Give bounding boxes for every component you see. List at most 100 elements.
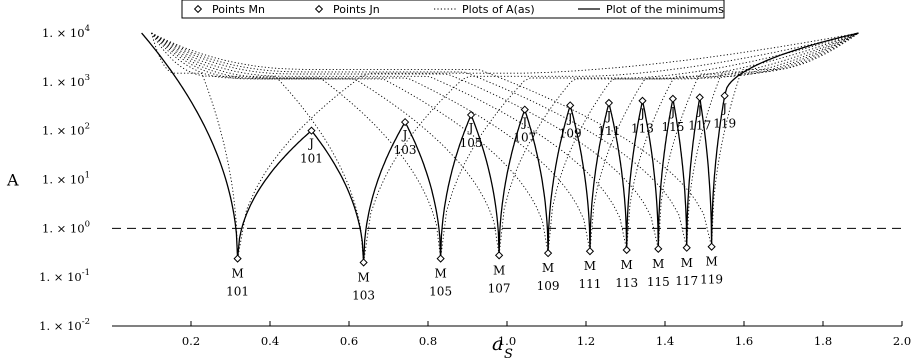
legend: Points Mn Points Jn Plots of A(as) Plot of … (181, 0, 725, 19)
x-tick-label: 1.4 (656, 334, 674, 348)
x-tick-label: 0.2 (182, 334, 200, 348)
point-m-tag: M (621, 258, 633, 272)
legend-label: Points Mn (212, 3, 265, 16)
point-j-marker (695, 93, 704, 102)
y-axis-ticks: 1. × 10-2 1. × 10-1 1. × 100 1. × 101 1. × 1… (39, 24, 90, 333)
legend-swatch (193, 4, 203, 14)
point-j-marker (566, 101, 575, 110)
point-j-tag: J (605, 109, 612, 123)
point-j-number: 117 (688, 118, 711, 132)
dotted-curve (151, 32, 859, 248)
point-j-tag: J (695, 103, 702, 117)
point-m-tag: M (681, 256, 693, 270)
point-m-tag: M (705, 255, 717, 269)
legend-item: Plot of the minimums (578, 3, 724, 16)
point-markers: M 101 M 103 M 105 M 107 M 109 M 111 M 113 M 115 M 117 M 119… (226, 91, 736, 302)
legend-label: Points Jn (333, 3, 380, 16)
point-m-tag: M (357, 270, 369, 284)
point-m-number: 109 (537, 279, 560, 293)
x-tick-label: 1.8 (814, 334, 832, 348)
point-j-marker (720, 91, 729, 100)
point-j-marker (400, 117, 410, 127)
x-axis-title-subscript: S (504, 347, 513, 362)
x-tick-label: 0.8 (419, 334, 437, 348)
point-m-marker (682, 243, 691, 252)
point-m-marker (543, 249, 553, 258)
dotted-curve (151, 32, 859, 249)
point-j-number: 109 (559, 126, 582, 140)
legend-box (181, 0, 725, 19)
point-j-marker (307, 126, 316, 135)
legend-label: Plot of the minimums (606, 3, 724, 16)
y-tick-label: 1. × 104 (42, 24, 90, 40)
point-j-tag: J (668, 105, 675, 119)
x-tick-label: 0.6 (340, 334, 358, 348)
point-j-tag: J (566, 111, 573, 125)
x-tick-label: 1.0 (498, 334, 516, 348)
point-j-marker (604, 98, 614, 108)
dotted-curve (151, 32, 859, 251)
legend-item: Plots of A(as) (434, 3, 535, 16)
point-m-marker (494, 251, 504, 260)
x-tick-label: 1.2 (577, 334, 595, 348)
dotted-curve (151, 32, 859, 254)
point-j-number: 115 (661, 120, 684, 134)
point-j-tag: J (467, 121, 474, 135)
point-m-tag: M (434, 267, 446, 281)
point-j-marker (638, 96, 647, 105)
point-m-marker (436, 254, 445, 263)
y-tick-label: 1. × 103 (42, 73, 90, 89)
point-j-tag: J (720, 102, 727, 116)
plot-area: 0.2 0.4 0.6 0.8 1.0 1.2 1.4 1.6 1.8 2.0 1. × 10-2… (39, 24, 911, 348)
minimum-curve (141, 32, 859, 263)
point-j-number: 113 (631, 122, 654, 136)
point-m-tag: M (231, 267, 243, 281)
minimum-curve-line (141, 32, 859, 263)
x-tick-label: 0.4 (261, 334, 279, 348)
y-axis-title: A (6, 171, 19, 190)
point-j-tag: J (401, 128, 408, 142)
point-j-number: 119 (713, 117, 736, 131)
point-m-tag: M (542, 261, 554, 275)
dotted-curve (151, 32, 859, 247)
point-m-marker (622, 245, 631, 255)
point-m-number: 101 (226, 285, 249, 299)
point-m-number: 111 (578, 277, 601, 291)
point-j-tag: J (520, 116, 527, 130)
point-m-number: 119 (700, 273, 723, 287)
x-tick-label: 1.6 (735, 334, 753, 348)
point-m-number: 115 (647, 275, 670, 289)
point-m-number: 113 (615, 276, 638, 290)
legend-label: Plots of A(as) (462, 3, 535, 16)
point-m-marker (585, 247, 595, 256)
point-j-number: 101 (300, 152, 323, 166)
point-j-number: 103 (394, 143, 417, 157)
x-axis-title: a S (492, 333, 513, 362)
legend-item: Points Jn (314, 3, 380, 16)
point-m-marker (707, 242, 716, 251)
point-m-marker (359, 258, 368, 267)
point-m-number: 117 (675, 274, 698, 288)
legend-item: Points Mn (193, 3, 265, 16)
point-m-tag: M (584, 259, 596, 273)
dotted-curve (151, 32, 859, 252)
point-j-number: 105 (460, 136, 483, 150)
point-j-marker (466, 110, 476, 120)
y-tick-label: 1. × 10-1 (39, 268, 90, 284)
y-tick-label: 1. × 100 (42, 219, 90, 235)
point-j-marker (668, 94, 678, 103)
point-m-tag: M (652, 257, 664, 271)
point-m-marker (233, 254, 242, 263)
y-tick-label: 1. × 10-2 (39, 317, 90, 333)
point-j-tag: J (307, 137, 314, 151)
x-axis-title-main: a (492, 333, 503, 355)
point-m-number: 103 (352, 288, 375, 302)
point-j-number: 107 (513, 131, 536, 145)
point-m-number: 105 (429, 285, 452, 299)
y-tick-label: 1. × 101 (42, 171, 90, 187)
legend-swatch (314, 4, 324, 14)
x-tick-label: 2.0 (893, 334, 911, 348)
point-m-marker (654, 244, 663, 253)
point-m-number: 107 (488, 281, 511, 295)
